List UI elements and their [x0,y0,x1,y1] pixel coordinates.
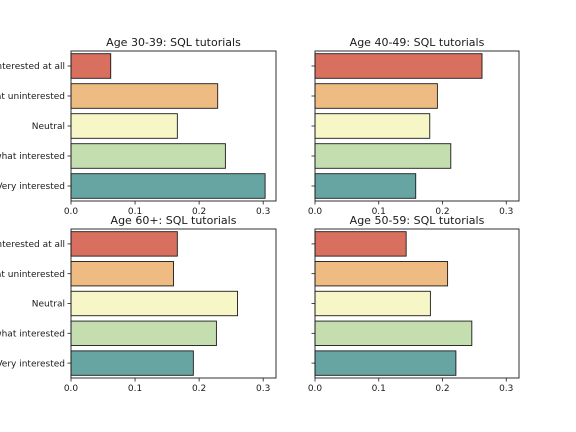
axes-frame [314,50,520,202]
x-tick-label: 0.0 [64,384,79,394]
bar-4 [314,143,452,169]
x-tick-label: 0.3 [256,384,270,394]
bar-1 [314,53,483,79]
x-tick-label: 0.0 [308,207,323,217]
x-tick-label: 0.1 [128,384,142,394]
axes-frame [70,50,277,202]
category-label: Somewhat uninterested [0,270,65,280]
bar-2 [70,83,219,109]
chart-panel-4: Age 50-59: SQL tutorials 0.0 0.1 0.2 0.3 [308,214,520,394]
bar-3 [314,290,431,317]
chart-title: Age 30-39: SQL tutorials [106,36,241,49]
bar-3 [314,113,431,139]
bar-1 [314,231,407,257]
category-label: Neutral [32,122,65,132]
category-label: Somewhat interested [0,330,65,340]
bar-5 [70,350,194,376]
category-label: Neutral [32,300,65,310]
bar-3 [70,113,178,139]
chart-title: Age 50-59: SQL tutorials [350,214,485,227]
chart-panel-3: Age 60+: SQL tutorials Not interested at … [0,214,277,394]
category-label: Not interested at all [0,240,65,250]
bar-3 [70,290,239,317]
bar-5 [70,173,266,199]
x-tick-label: 0.2 [435,384,449,394]
bar-2 [314,261,449,287]
x-tick-label: 0.3 [256,207,270,217]
x-tick-label: 0.1 [128,207,142,217]
x-tick-label: 0.1 [372,384,386,394]
x-tick-label: 0.1 [372,207,386,217]
category-label: Very interested [0,359,65,369]
category-label: Not interested at all [0,62,65,72]
x-tick-label: 0.3 [499,384,513,394]
chart-panel-1: Age 30-39: SQL tutorials Not interested a… [0,36,277,217]
bar-1 [70,53,112,79]
bar-4 [70,143,226,169]
x-tick-label: 0.2 [192,384,206,394]
category-label: Somewhat interested [0,152,65,162]
bar-1 [70,231,178,257]
bar-4 [70,320,217,346]
bar-5 [314,350,457,376]
category-label: Very interested [0,182,65,192]
x-tick-label: 0.2 [192,207,206,217]
bar-2 [314,83,438,109]
bar-5 [314,173,417,199]
chart-panel-2: Age 40-49: SQL tutorials 0.0 0.1 0.2 0.3 [308,36,520,217]
axes-frame [70,228,277,379]
x-tick-label: 0.0 [308,384,323,394]
chart-title: Age 60+: SQL tutorials [111,214,237,227]
axes-frame [314,228,520,379]
bar-4 [314,320,473,346]
category-label: Somewhat uninterested [0,92,65,102]
x-tick-label: 0.0 [64,207,79,217]
chart-title: Age 40-49: SQL tutorials [350,36,485,49]
bar-2 [70,261,174,287]
x-tick-label: 0.2 [435,207,449,217]
x-tick-label: 0.3 [499,207,513,217]
